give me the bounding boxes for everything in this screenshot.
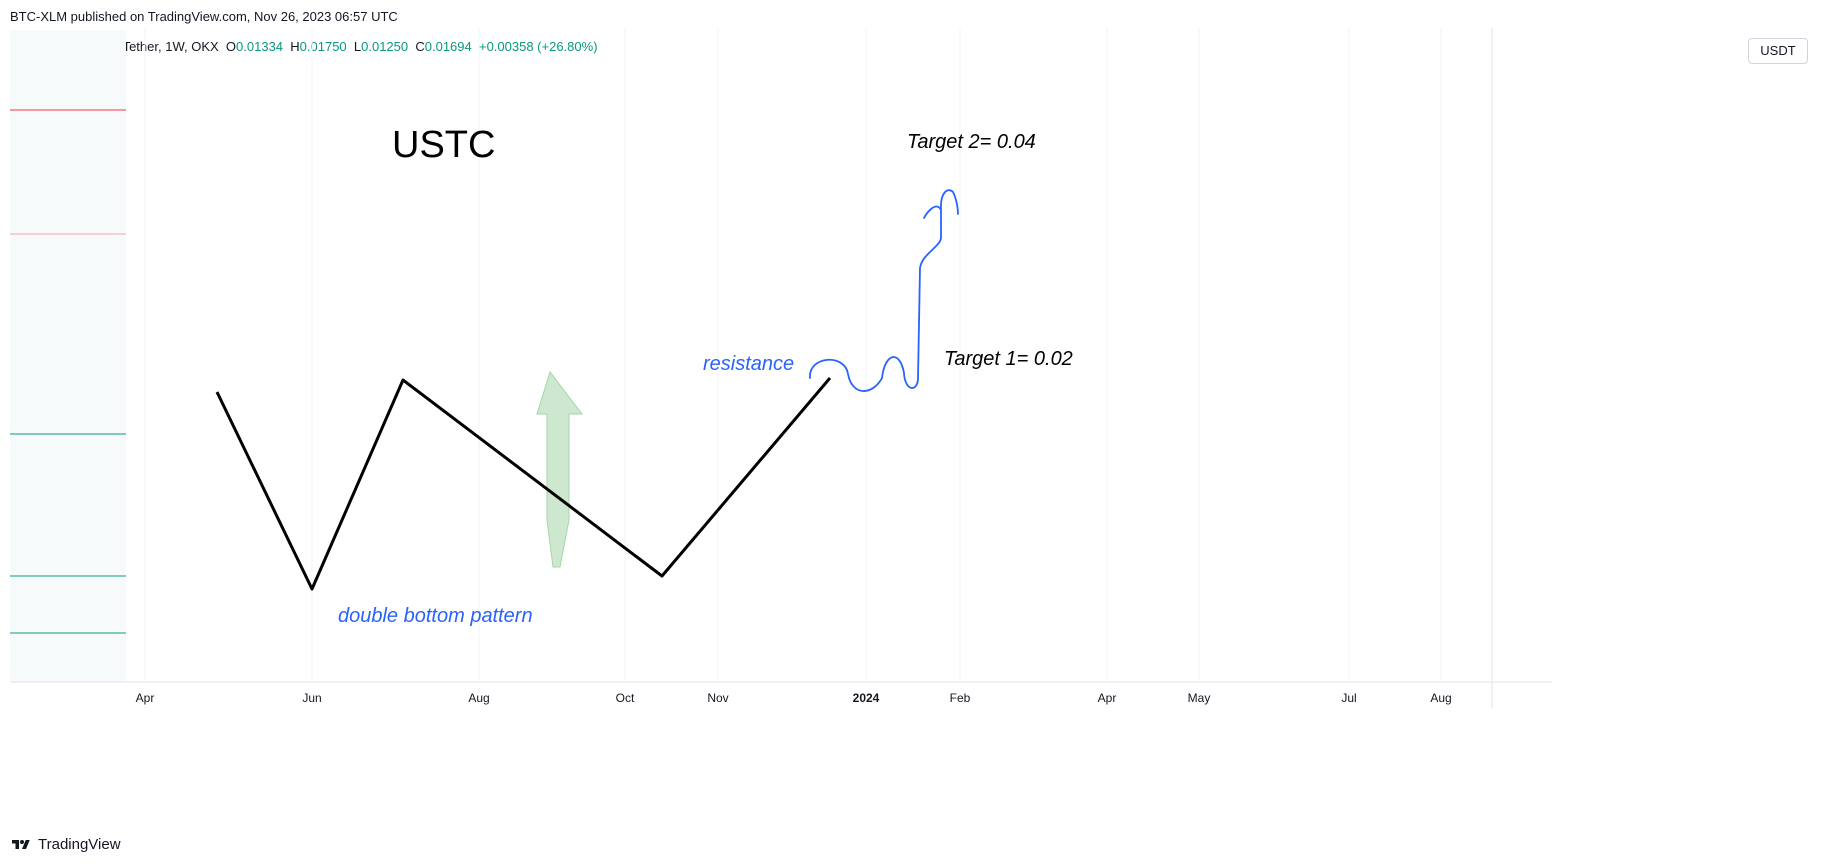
chart-title-label: USTC [392, 124, 495, 166]
x-tick-label: 2024 [853, 691, 880, 705]
high-value: 0.01750 [299, 39, 347, 54]
low-value: 0.01250 [361, 39, 409, 54]
x-tick-label: Jul [1341, 691, 1356, 705]
open-value: 0.01334 [236, 39, 284, 54]
x-tick-label: Apr [1098, 691, 1117, 705]
currency-button[interactable]: USDT [1748, 38, 1808, 64]
x-tick-label: Apr [136, 691, 155, 705]
x-tick-label: Jun [302, 691, 321, 705]
resistance-label: resistance [703, 353, 794, 375]
x-tick-label: Oct [616, 691, 635, 705]
up-arrow-annotation [536, 370, 584, 568]
close-label: C [415, 39, 425, 54]
target1-label: Target 1= 0.02 [944, 348, 1073, 370]
high-label: H [290, 39, 300, 54]
footer-brand: TradingView [10, 836, 121, 853]
pattern-label: double bottom pattern [338, 605, 533, 627]
publish-info: BTC-XLM published on TradingView.com, No… [10, 9, 398, 24]
x-tick-label: Nov [707, 691, 728, 705]
tradingview-logo-icon [12, 839, 30, 849]
history-shade [10, 30, 126, 682]
projected-path-line [809, 189, 959, 392]
x-tick-label: Aug [468, 691, 489, 705]
footer-brand-label: TradingView [38, 836, 121, 853]
open-label: O [225, 39, 237, 54]
x-tick-label: Feb [950, 691, 971, 705]
low-label: L [353, 39, 362, 54]
close-value: 0.01694 [424, 39, 472, 54]
change-value: +0.00358 (+26.80%) [478, 39, 598, 54]
target2-label: Target 2= 0.04 [907, 131, 1036, 153]
x-tick-label: May [1188, 691, 1211, 705]
x-tick-label: Aug [1430, 691, 1451, 705]
pattern-zigzag-line [215, 377, 832, 591]
